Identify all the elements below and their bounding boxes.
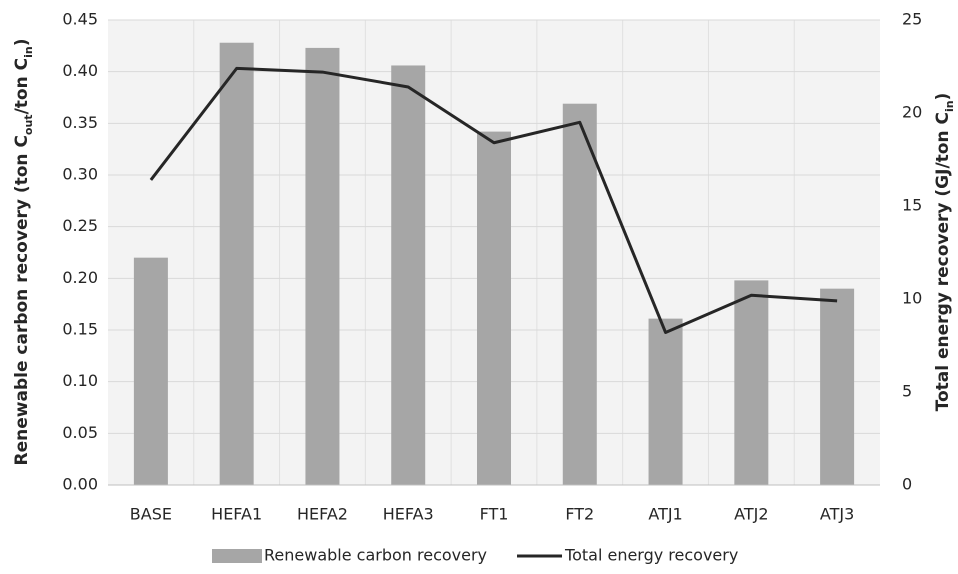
x-tick-label: HEFA3 bbox=[383, 505, 434, 524]
legend-label: Total energy recovery bbox=[564, 546, 738, 565]
bar bbox=[820, 288, 855, 485]
x-tick-label: HEFA1 bbox=[211, 505, 262, 524]
label-part: Total energy recovery (GJ/ton C bbox=[933, 112, 953, 411]
y2-tick-label: 0 bbox=[902, 475, 912, 494]
bar bbox=[477, 131, 511, 485]
y2-tick-label: 15 bbox=[902, 196, 922, 215]
y-tick-label: 0.05 bbox=[62, 423, 98, 442]
label-part: ) bbox=[933, 93, 953, 101]
x-tick-label: HEFA2 bbox=[297, 505, 348, 524]
y-tick-label: 0.20 bbox=[62, 268, 98, 287]
bar bbox=[562, 103, 597, 485]
label-sub: in bbox=[22, 46, 35, 58]
y2-tick-label: 25 bbox=[902, 10, 922, 29]
y-tick-label: 0.45 bbox=[62, 10, 98, 29]
x-tick-label: BASE bbox=[130, 505, 172, 524]
legend-label: Renewable carbon recovery bbox=[264, 546, 487, 565]
y2-tick-label: 10 bbox=[902, 289, 922, 308]
label-sub: out bbox=[22, 114, 35, 135]
line bbox=[149, 66, 838, 334]
y-axis-label: Renewable carbon recovery (ton Cout/ton … bbox=[12, 39, 35, 466]
label-part: /ton C bbox=[12, 58, 32, 115]
marks bbox=[108, 19, 880, 486]
y2-tick-label: 20 bbox=[902, 103, 922, 122]
y2-tick-label: 5 bbox=[902, 382, 912, 401]
y-tick-label: 0.15 bbox=[62, 320, 98, 339]
label-part: ) bbox=[12, 39, 32, 47]
y-tick-label: 0.25 bbox=[62, 216, 98, 235]
bar bbox=[219, 42, 254, 485]
label-sub: in bbox=[943, 100, 956, 112]
bar bbox=[648, 318, 683, 485]
y-tick-label: 0.35 bbox=[62, 113, 98, 132]
x-tick-label: ATJ1 bbox=[648, 505, 682, 524]
bar bbox=[391, 65, 426, 485]
x-tick-label: FT1 bbox=[480, 505, 509, 524]
bar bbox=[734, 280, 769, 485]
legend-swatch bbox=[212, 549, 262, 563]
x-tick-label: ATJ3 bbox=[820, 505, 854, 524]
y2-axis-label: Total energy recovery (GJ/ton Cin) bbox=[933, 93, 956, 412]
y-tick-label: 0.30 bbox=[62, 165, 98, 184]
x-tick-label: ATJ2 bbox=[734, 505, 768, 524]
y-tick-label: 0.00 bbox=[62, 475, 98, 494]
bar bbox=[133, 257, 168, 485]
bar bbox=[305, 47, 340, 486]
x-tick-label: FT2 bbox=[565, 505, 594, 524]
label-part: Renewable carbon recovery (ton C bbox=[12, 135, 32, 465]
y-tick-label: 0.10 bbox=[62, 371, 98, 390]
y-tick-label: 0.40 bbox=[62, 61, 98, 80]
